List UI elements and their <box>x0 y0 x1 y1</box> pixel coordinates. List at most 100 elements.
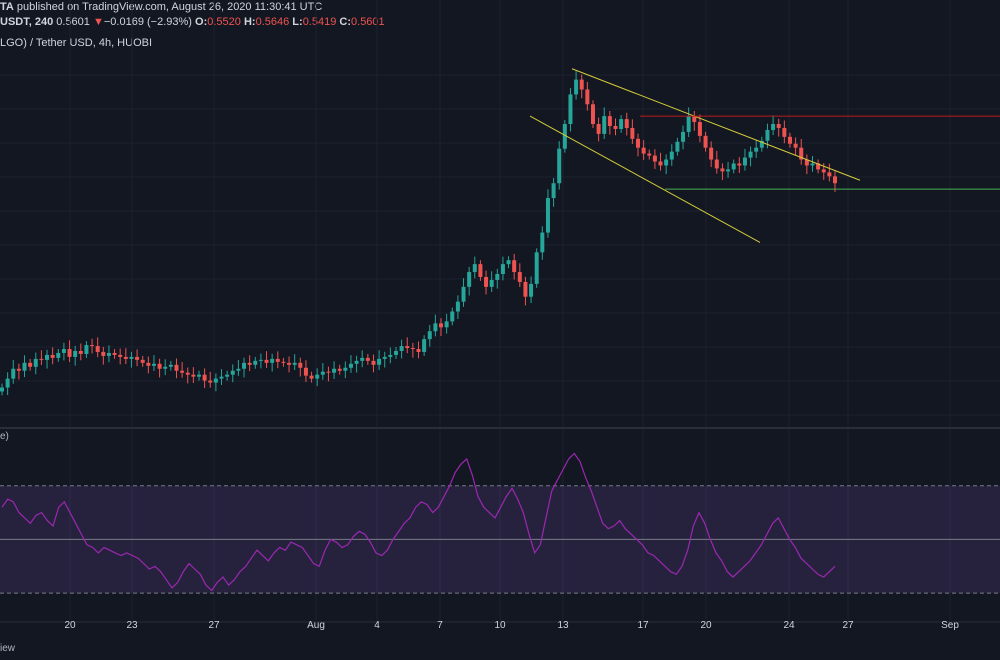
candle-body <box>202 374 207 381</box>
candle-body <box>360 357 365 361</box>
candle-body <box>495 274 500 280</box>
candle-body <box>686 116 691 132</box>
candle-body <box>39 358 44 360</box>
candle-body <box>56 352 61 358</box>
candle-body <box>664 159 669 166</box>
candles <box>0 70 837 396</box>
x-tick-label: 23 <box>126 620 138 631</box>
candle-body <box>365 357 370 361</box>
candle-body <box>709 147 714 160</box>
candle-body <box>129 356 134 359</box>
candle-body <box>196 374 201 377</box>
candle-body <box>669 151 674 160</box>
x-tick-label: 24 <box>783 620 795 631</box>
channel-line-upper <box>571 68 861 181</box>
candle-body <box>348 363 353 368</box>
candle-body <box>422 339 427 352</box>
candle-body <box>11 368 16 379</box>
candle-body <box>101 351 106 356</box>
open-value: 0.5520 <box>207 16 241 28</box>
candle-body <box>619 119 624 129</box>
candle-body <box>551 183 556 199</box>
candle-body <box>309 375 314 379</box>
candle-body <box>765 129 770 141</box>
candle-body <box>95 346 100 352</box>
candle-body <box>489 279 494 287</box>
candle-body <box>146 362 151 366</box>
candle-body <box>230 370 235 375</box>
candle-body <box>742 157 747 166</box>
x-tick-label: 13 <box>557 620 569 631</box>
candle-body <box>151 363 156 366</box>
drawings[interactable] <box>529 68 1000 243</box>
candle-body <box>213 378 218 383</box>
candle-body <box>624 119 629 128</box>
rsi-pane <box>0 452 1000 594</box>
channel-line-lower <box>529 115 761 243</box>
candle-body <box>444 321 449 328</box>
candle-body <box>281 361 286 363</box>
candle-body <box>540 232 545 253</box>
close-value: 0.5601 <box>351 16 385 28</box>
candle-body <box>61 349 66 353</box>
candle-body <box>607 116 612 126</box>
candle-body <box>320 371 325 375</box>
x-tick-label: Aug <box>307 620 325 631</box>
candle-body <box>652 155 657 162</box>
pair-title: LGO) / Tether USD, 4h, HUOBI <box>0 37 153 49</box>
x-tick-label: 7 <box>437 620 443 631</box>
candle-body <box>754 147 759 152</box>
candle-body <box>804 159 809 166</box>
chart-header: TA published on TradingView.com, August … <box>0 0 1000 50</box>
candle-body <box>16 368 21 371</box>
candle-body <box>585 89 590 105</box>
candle-body <box>523 281 528 297</box>
candle-body <box>579 79 584 90</box>
candle-body <box>28 362 33 367</box>
candle-body <box>163 366 168 369</box>
candle-body <box>326 371 331 373</box>
candle-body <box>5 378 10 388</box>
candle-body <box>731 163 736 170</box>
candle-body <box>658 161 663 166</box>
candle-body <box>180 370 185 373</box>
candle-body <box>242 362 247 369</box>
candle-body <box>410 348 415 350</box>
x-axis: 20 23 27 Aug 4 7 10 13 17 20 24 27 Sep <box>64 620 959 631</box>
candle-body <box>562 124 567 149</box>
candle-body <box>703 135 708 148</box>
candle-body <box>258 359 263 361</box>
candle-body <box>759 140 764 148</box>
candle-body <box>529 283 534 297</box>
candle-body <box>675 141 680 152</box>
last-price: 0.5601 <box>56 16 90 28</box>
candle-body <box>574 79 579 95</box>
candle-body <box>315 374 320 379</box>
x-tick-label: Sep <box>941 620 959 631</box>
x-tick-label: 17 <box>637 620 649 631</box>
candle-body <box>332 368 337 373</box>
candle-body <box>393 350 398 355</box>
candle-body <box>123 356 128 359</box>
footer-text: iew <box>0 643 16 654</box>
low-value: 0.5419 <box>302 16 337 28</box>
candle-body <box>247 362 252 365</box>
candle-body <box>303 367 308 376</box>
candle-body <box>799 147 804 160</box>
candle-body <box>427 331 432 340</box>
candle-body <box>636 138 641 148</box>
candle-body <box>771 124 776 130</box>
candle-body <box>782 127 787 137</box>
x-tick-label: 20 <box>64 620 76 631</box>
candle-body <box>450 311 455 322</box>
candle-body <box>512 260 517 273</box>
candle-body <box>439 323 444 328</box>
candle-body <box>602 116 607 134</box>
publish-info: TA published on TradingView.com, August … <box>0 1 323 13</box>
candle-body <box>478 264 483 277</box>
candle-body <box>337 368 342 371</box>
candle-body <box>382 356 387 359</box>
candle-body <box>236 368 241 371</box>
candle-body <box>219 376 224 379</box>
